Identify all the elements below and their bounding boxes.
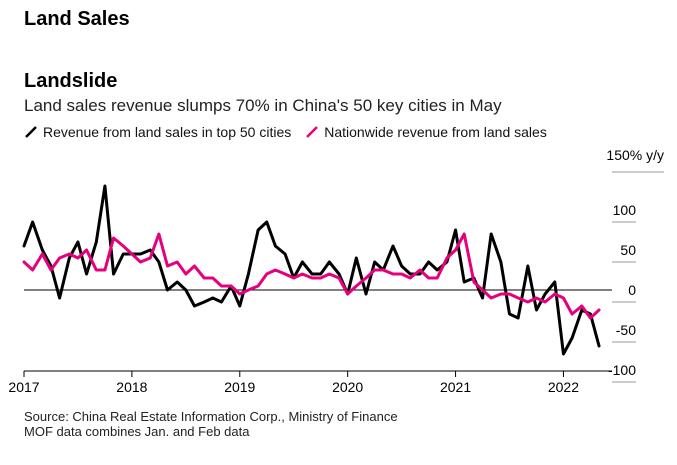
chart-title: Landslide [24,70,118,92]
source-line-2: MOF data combines Jan. and Feb data [24,424,250,439]
chart-subtitle: Land sales revenue slumps 70% in China's… [24,96,502,115]
legend-label-top50: Revenue from land sales in top 50 cities [43,124,292,140]
y-tick-label: -50 [616,322,636,338]
legend-item-top50: Revenue from land sales in top 50 cities [24,124,291,140]
series-line-nationwide [22,232,601,320]
source-line-1: Source: China Real Estate Information Co… [24,409,398,424]
x-tick-label: 2022 [548,379,579,395]
y-tick-label: 0 [628,282,636,298]
legend-line-black-icon [25,126,37,138]
series-line-top50 [22,184,601,356]
y-tick-label: 100 [613,202,637,218]
legend-item-nationwide: Nationwide revenue from land sales [305,124,547,140]
x-tick-label: 2020 [332,379,363,395]
section-title: Land Sales [24,8,130,30]
legend-line-pink-icon [306,126,319,138]
x-tick-label: 2018 [116,379,147,395]
x-tick-label: 2017 [8,379,39,395]
x-tick-label: 2019 [224,379,255,395]
legend-label-nationwide: Nationwide revenue from land sales [324,124,547,140]
chart-legend: Revenue from land sales in top 50 cities… [24,124,561,140]
x-tick-label: 2021 [440,379,471,395]
y-tick-label: 50 [620,242,636,258]
y-tick-label: -100 [608,362,636,378]
source-note: Source: China Real Estate Information Co… [24,409,398,439]
y-unit-label: 150% y/y [606,147,664,163]
